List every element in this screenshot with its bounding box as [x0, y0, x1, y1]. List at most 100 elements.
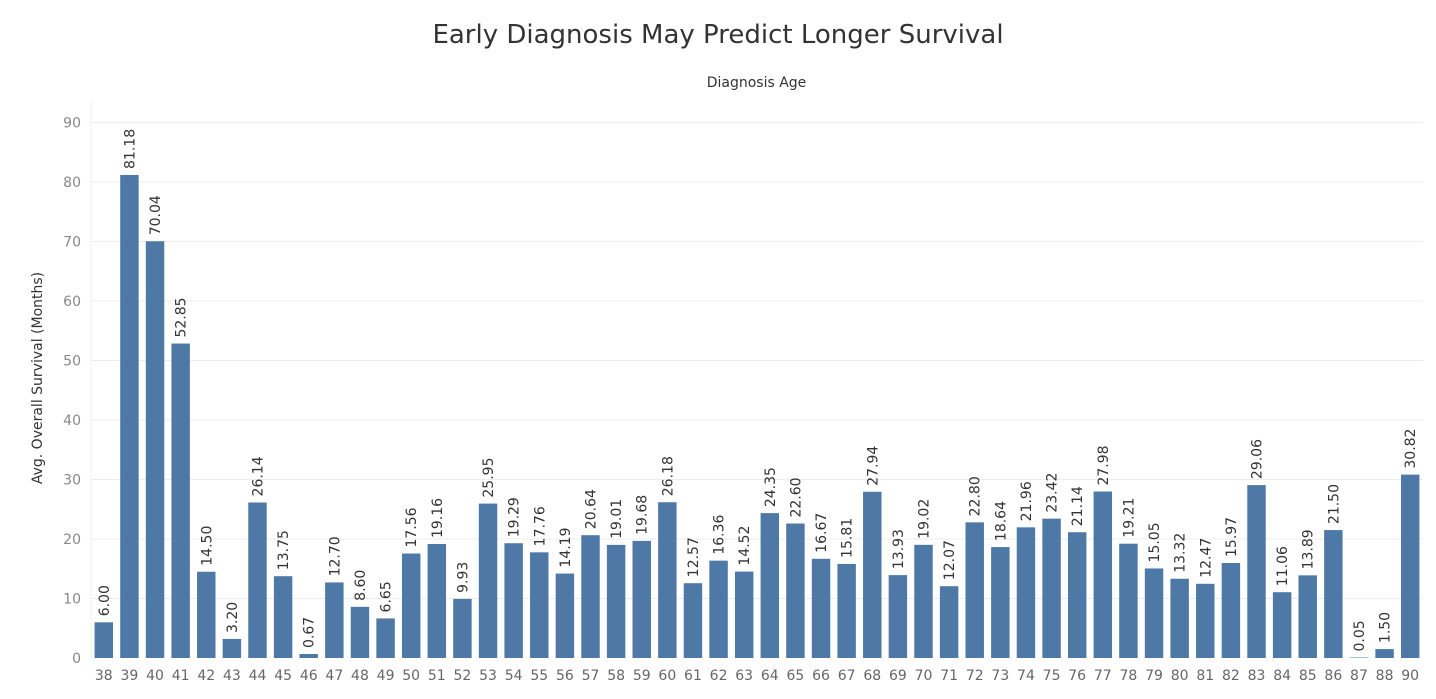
bar[interactable]: [1298, 575, 1317, 658]
bar[interactable]: [120, 174, 139, 658]
y-tick-label: 50: [63, 354, 81, 370]
x-tick-label: 73: [991, 668, 1009, 684]
bar[interactable]: [1400, 474, 1420, 658]
data-label: 13.75: [276, 530, 292, 570]
data-label: 21.14: [1070, 486, 1086, 526]
bar[interactable]: [376, 618, 395, 658]
x-tick-label: 48: [351, 668, 369, 684]
data-label: 20.64: [584, 489, 600, 529]
bar[interactable]: [939, 586, 959, 658]
bar[interactable]: [171, 343, 190, 658]
bar[interactable]: [837, 563, 856, 658]
bar[interactable]: [504, 543, 523, 658]
bar[interactable]: [1144, 568, 1164, 658]
bar[interactable]: [786, 523, 805, 658]
x-tick-label: 68: [863, 668, 881, 684]
bar[interactable]: [1016, 527, 1036, 658]
x-tick-label: 80: [1171, 668, 1189, 684]
bar[interactable]: [914, 544, 933, 658]
bar[interactable]: [197, 571, 216, 658]
data-label: 70.04: [148, 195, 164, 235]
bar[interactable]: [145, 241, 165, 658]
bar[interactable]: [427, 543, 447, 658]
bar[interactable]: [863, 491, 882, 658]
bar[interactable]: [1042, 518, 1061, 658]
data-label: 19.21: [1121, 498, 1137, 538]
x-tick-label: 83: [1248, 668, 1266, 684]
x-tick-label: 84: [1273, 668, 1291, 684]
bar[interactable]: [325, 582, 344, 658]
bar[interactable]: [606, 544, 626, 658]
bar[interactable]: [453, 598, 472, 658]
x-tick-label: 59: [633, 668, 651, 684]
data-label: 19.16: [430, 498, 446, 538]
bar[interactable]: [1375, 649, 1394, 658]
data-label: 13.93: [891, 529, 907, 569]
bar[interactable]: [401, 553, 421, 658]
x-tick-label: 79: [1145, 668, 1163, 684]
bar[interactable]: [299, 654, 318, 658]
data-label: 23.42: [1045, 473, 1061, 513]
bar[interactable]: [965, 522, 984, 658]
data-label: 17.56: [404, 507, 420, 547]
bar[interactable]: [734, 571, 754, 658]
x-tick-label: 39: [121, 668, 139, 684]
bar[interactable]: [1170, 578, 1189, 658]
bar[interactable]: [478, 503, 498, 658]
bar[interactable]: [683, 583, 703, 658]
x-tick-label: 56: [556, 668, 574, 684]
bars: [94, 174, 1420, 659]
data-label: 16.67: [814, 513, 830, 553]
bar[interactable]: [632, 540, 651, 658]
chart-subtitle: Diagnosis Age: [706, 75, 807, 91]
data-label: 12.07: [942, 540, 958, 580]
data-label: 8.60: [353, 570, 369, 601]
bar[interactable]: [991, 547, 1010, 658]
bar[interactable]: [1093, 491, 1113, 658]
y-tick-label: 90: [63, 116, 81, 132]
x-tick-label: 66: [812, 668, 830, 684]
bar[interactable]: [1247, 485, 1266, 658]
bar[interactable]: [709, 560, 728, 658]
data-label: 15.81: [840, 518, 856, 558]
bar[interactable]: [1221, 562, 1241, 658]
data-label: 19.02: [917, 499, 933, 539]
bar[interactable]: [1349, 657, 1369, 659]
bar[interactable]: [1272, 592, 1292, 658]
x-tick-label: 75: [1043, 668, 1061, 684]
bar[interactable]: [760, 513, 780, 658]
bar[interactable]: [658, 502, 677, 658]
y-tick-label: 80: [63, 175, 81, 191]
bar[interactable]: [1119, 543, 1138, 658]
x-tick-label: 70: [915, 668, 933, 684]
bar[interactable]: [1324, 530, 1343, 658]
data-label: 21.96: [1019, 481, 1035, 521]
bar[interactable]: [1196, 583, 1215, 658]
data-label: 14.50: [199, 526, 215, 566]
bar[interactable]: [888, 575, 908, 658]
bar[interactable]: [222, 638, 242, 658]
x-tick-label: 54: [505, 668, 523, 684]
bar[interactable]: [273, 576, 293, 658]
data-label: 26.14: [251, 456, 267, 496]
y-axis-ticks: 0 10 20 30 40 50 60 70 80 90: [63, 116, 81, 668]
data-label: 29.06: [1250, 439, 1266, 479]
data-label: 19.01: [609, 499, 625, 539]
data-label: 1.50: [1378, 612, 1394, 643]
bar[interactable]: [811, 558, 831, 658]
data-label: 24.35: [763, 467, 779, 507]
bar[interactable]: [530, 552, 549, 658]
data-label: 25.95: [481, 458, 497, 498]
bar[interactable]: [581, 535, 600, 658]
bar[interactable]: [555, 573, 575, 658]
bar[interactable]: [350, 606, 370, 658]
bar[interactable]: [1067, 532, 1087, 658]
bar[interactable]: [94, 622, 114, 658]
data-label: 13.89: [1301, 529, 1317, 569]
data-label: 9.93: [455, 562, 471, 593]
x-tick-label: 78: [1120, 668, 1138, 684]
bar[interactable]: [248, 502, 267, 658]
x-tick-label: 63: [735, 668, 753, 684]
x-tick-label: 76: [1068, 668, 1086, 684]
